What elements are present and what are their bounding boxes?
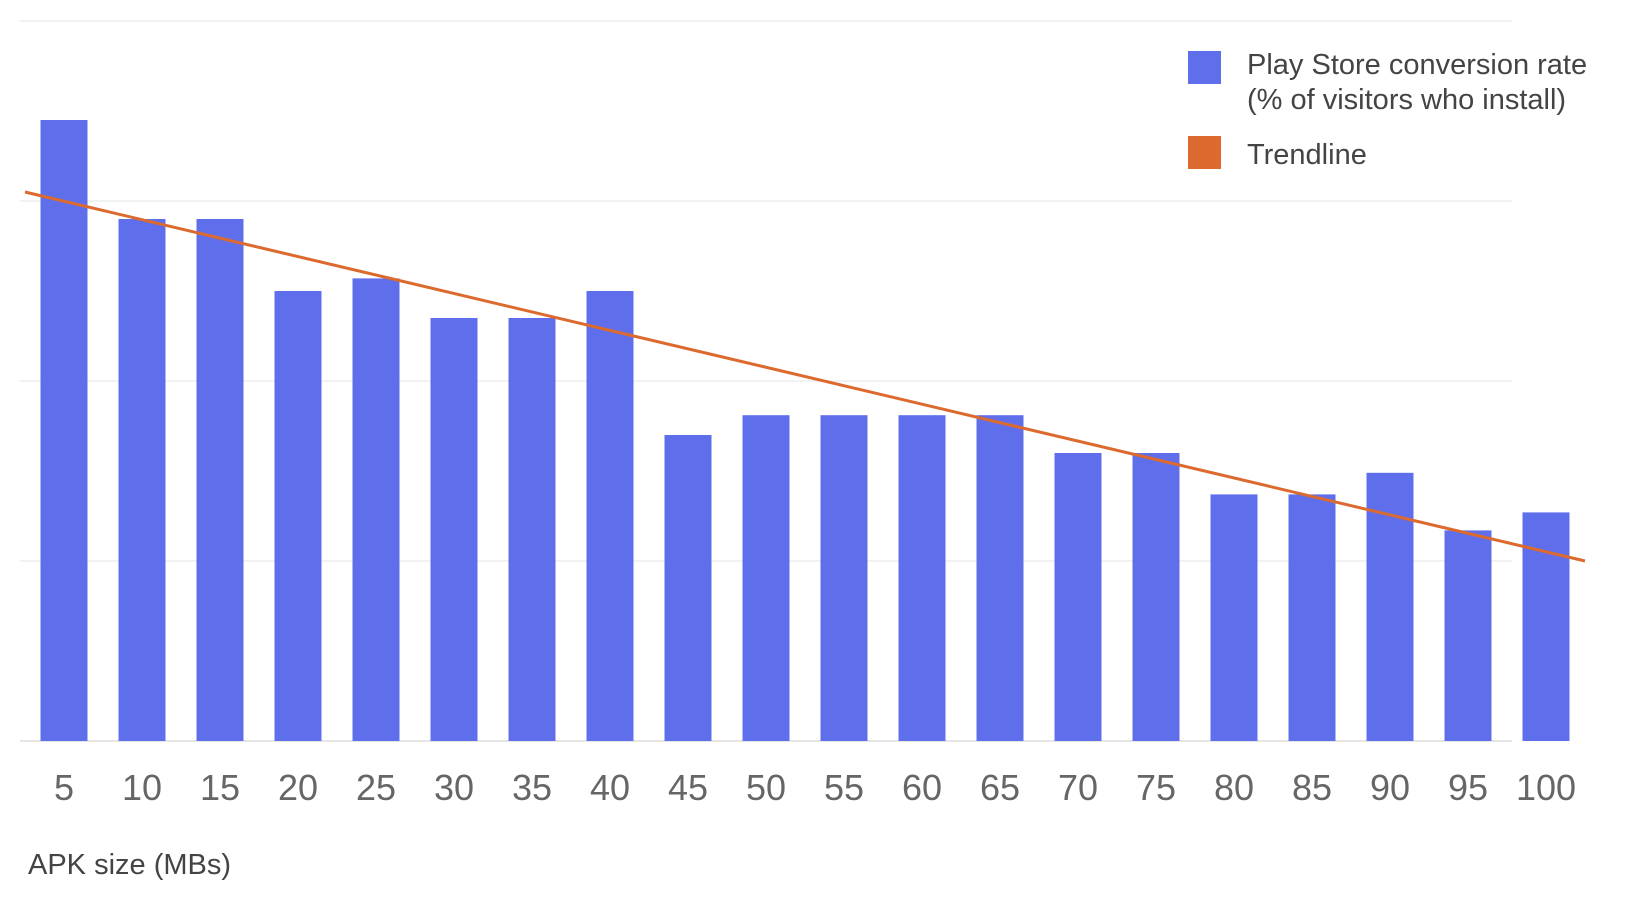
bar-45mb	[664, 435, 712, 741]
x-tick-label-50: 50	[746, 767, 786, 808]
legend-label-trendline: Trendline	[1247, 139, 1367, 171]
bar-50mb	[742, 415, 790, 741]
legend-swatch-trendline	[1188, 136, 1221, 169]
bar-70mb	[1054, 453, 1102, 741]
bar-55mb	[820, 415, 868, 741]
x-tick-label-25: 25	[356, 767, 396, 808]
x-tick-label-55: 55	[824, 767, 864, 808]
x-tick-label-30: 30	[434, 767, 474, 808]
legend-swatch-conversion	[1188, 51, 1221, 84]
x-tick-label-65: 65	[980, 767, 1020, 808]
bar-85mb	[1288, 494, 1336, 741]
bar-40mb	[586, 291, 634, 741]
legend: Play Store conversion rate (% of visitor…	[1188, 49, 1587, 171]
x-tick-label-70: 70	[1058, 767, 1098, 808]
bar-90mb	[1366, 472, 1414, 741]
bars	[40, 120, 1570, 741]
trendline	[24, 190, 1586, 563]
x-tick-labels: 5 10 15 20 25 30 35 40 45 50 55 60 65 70 75 80 85 90 95 100	[54, 767, 1576, 808]
x-tick-label-40: 40	[590, 767, 630, 808]
x-tick-label-100: 100	[1516, 767, 1576, 808]
x-tick-label-85: 85	[1292, 767, 1332, 808]
trendline-line	[24, 190, 1586, 563]
bar-95mb	[1444, 530, 1492, 741]
bar-15mb	[196, 219, 244, 741]
bar-65mb	[976, 415, 1024, 741]
x-tick-label-5: 5	[54, 767, 74, 808]
bar-35mb	[508, 318, 556, 741]
x-tick-label-15: 15	[200, 767, 240, 808]
x-tick-label-60: 60	[902, 767, 942, 808]
bar-60mb	[898, 415, 946, 741]
bar-75mb	[1132, 453, 1180, 741]
bar-10mb	[118, 219, 166, 741]
bar-20mb	[274, 291, 322, 741]
bar-30mb	[430, 318, 478, 741]
x-tick-label-10: 10	[122, 767, 162, 808]
x-tick-label-80: 80	[1214, 767, 1254, 808]
bar-80mb	[1210, 494, 1258, 741]
x-tick-label-20: 20	[278, 767, 318, 808]
bar-5mb	[40, 120, 88, 741]
x-tick-label-35: 35	[512, 767, 552, 808]
legend-label-conversion-line-1: Play Store conversion rate	[1247, 49, 1587, 81]
x-tick-label-95: 95	[1448, 767, 1488, 808]
bar-25mb	[352, 278, 400, 741]
x-tick-label-45: 45	[668, 767, 708, 808]
x-tick-label-90: 90	[1370, 767, 1410, 808]
x-axis-title: APK size (MBs)	[28, 849, 231, 881]
legend-label-conversion-line-2: (% of visitors who install)	[1247, 84, 1566, 116]
x-tick-label-75: 75	[1136, 767, 1176, 808]
